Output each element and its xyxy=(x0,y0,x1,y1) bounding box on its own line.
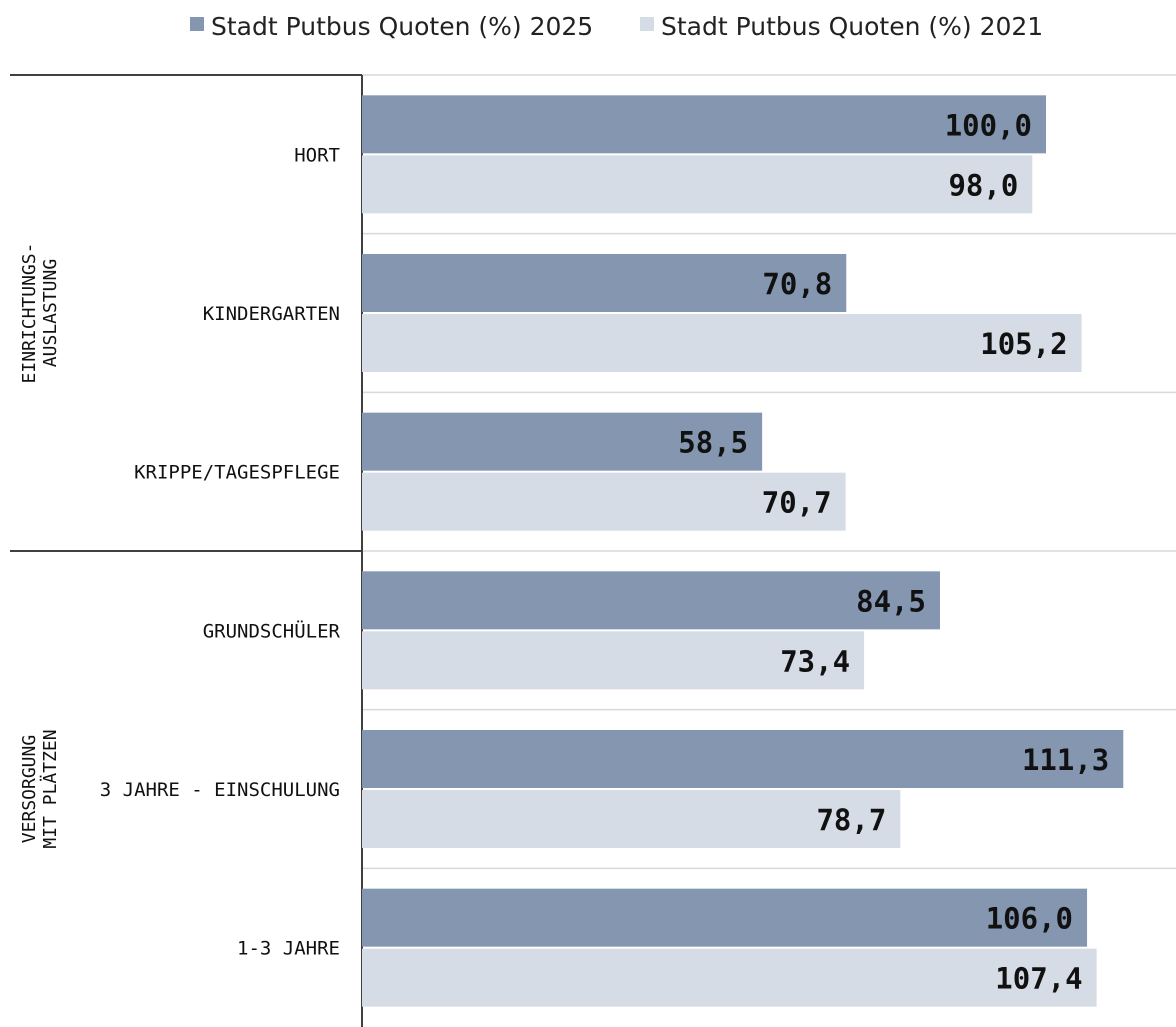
bars xyxy=(362,95,1124,1007)
group-label-1: EINRICHTUNGS-AUSLASTUNG xyxy=(19,243,61,384)
value-label-grundschueler-series-2: 73,4 xyxy=(780,644,850,678)
bar-3-jahre-einschulung-series-1 xyxy=(362,730,1124,788)
legend-swatch-2 xyxy=(640,17,654,31)
bar-grundschueler-series-2 xyxy=(362,631,865,690)
bar-hort-series-1 xyxy=(362,95,1046,154)
category-label-kindergarten: KINDERGARTEN xyxy=(203,303,340,325)
labels: 100,0 98,0 HORT 70,8 105,2 KINDERGARTEN 58,5 70… xyxy=(19,108,1109,995)
category-label-1-3-jahre: 1-3 JAHRE xyxy=(237,938,340,960)
value-label-1-3-jahre-series-1: 106,0 xyxy=(986,902,1073,936)
legend-swatch-1 xyxy=(190,17,204,31)
bar-1-3-jahre-series-2 xyxy=(362,948,1097,1007)
group-label-line: EINRICHTUNGS- xyxy=(19,243,40,384)
bar-grundschueler-series-1 xyxy=(362,571,940,630)
value-label-hort-series-2: 98,0 xyxy=(948,168,1018,202)
value-label-kindergarten-series-1: 70,8 xyxy=(762,267,832,301)
value-label-3-jahre-einschulung-series-1: 111,3 xyxy=(1022,743,1109,777)
category-label-hort: HORT xyxy=(294,144,340,166)
category-label-grundschueler: GRUNDSCHÜLER xyxy=(203,619,341,642)
group-label-line: AUSLASTUNG xyxy=(40,259,61,367)
bar-krippe-tagespflege-series-1 xyxy=(362,412,763,471)
legend-label-2: Stadt Putbus Quoten (%) 2021 xyxy=(661,12,1043,41)
axis-frame xyxy=(10,74,1176,1027)
bar-kindergarten-series-1 xyxy=(362,254,847,312)
legend-label-1: Stadt Putbus Quoten (%) 2025 xyxy=(211,12,593,41)
value-label-3-jahre-einschulung-series-2: 78,7 xyxy=(816,803,886,837)
value-label-1-3-jahre-series-2: 107,4 xyxy=(995,962,1082,996)
value-label-krippe-tagespflege-series-1: 58,5 xyxy=(678,426,748,460)
value-label-kindergarten-series-2: 105,2 xyxy=(980,327,1067,361)
group-label-line: MIT PLÄTZEN xyxy=(40,729,61,848)
bar-hort-series-2 xyxy=(362,155,1033,214)
bar-3-jahre-einschulung-series-2 xyxy=(362,790,901,848)
group-label-2: VERSORGUNGMIT PLÄTZEN xyxy=(19,729,61,848)
legend: Stadt Putbus Quoten (%) 2025 Stadt Putbus… xyxy=(190,12,1043,41)
value-label-hort-series-1: 100,0 xyxy=(945,108,1032,142)
bar-1-3-jahre-series-1 xyxy=(362,888,1088,947)
group-label-line: VERSORGUNG xyxy=(19,735,40,843)
value-label-krippe-tagespflege-series-2: 70,7 xyxy=(762,486,832,520)
bar-krippe-tagespflege-series-2 xyxy=(362,472,846,531)
category-label-3-jahre-einschulung: 3 JAHRE - EINSCHULUNG xyxy=(100,779,340,801)
bar-kindergarten-series-2 xyxy=(362,314,1082,372)
value-label-grundschueler-series-1: 84,5 xyxy=(856,584,926,618)
category-label-krippe-tagespflege: KRIPPE/TAGESPFLEGE xyxy=(134,462,340,484)
